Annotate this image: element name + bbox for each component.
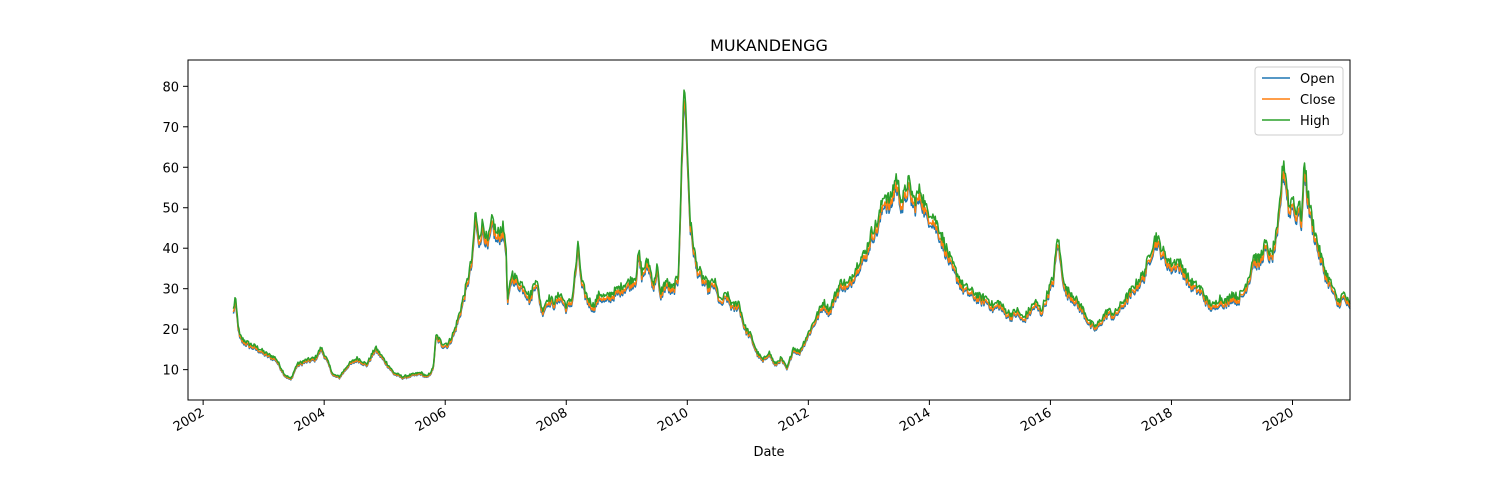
chart-title: MUKANDENGG [710,36,828,55]
series-layer [232,89,1351,381]
legend-label-high: High [1300,114,1330,129]
y-tick-label: 70 [162,121,179,136]
legend-label-open: Open [1300,72,1335,87]
y-tick-label: 40 [162,242,179,257]
legend-box [1254,66,1344,136]
plot-frame [187,59,1351,401]
series-line-high [232,89,1351,380]
y-tick-label: 10 [162,364,179,379]
y-tick-label: 30 [162,283,179,298]
x-axis-label: Date [753,445,784,460]
y-axis: 10 20 30 40 50 60 70 80 [162,80,188,379]
y-tick-label: 50 [162,202,179,217]
y-tick-label: 60 [162,161,179,176]
y-tick-label: 20 [162,323,179,338]
y-tick-label: 80 [162,80,179,95]
legend-label-close: Close [1300,93,1335,108]
legend: Open Close High [1254,66,1344,136]
